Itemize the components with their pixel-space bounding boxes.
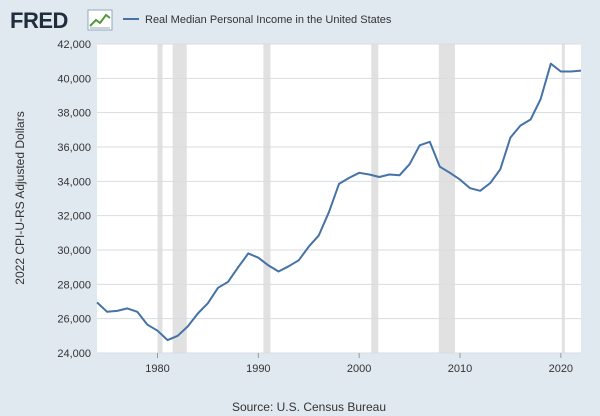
y-tick-label: 26,000 xyxy=(57,314,91,326)
recession-band xyxy=(157,44,163,353)
fred-logo[interactable]: FRED xyxy=(10,8,113,33)
y-tick-label: 32,000 xyxy=(57,211,91,223)
recession-band xyxy=(371,44,379,353)
x-tick-label: 1980 xyxy=(145,363,169,375)
series-layer xyxy=(96,62,582,342)
recession-band xyxy=(263,44,271,353)
y-tick-label: 40,000 xyxy=(57,73,91,85)
recession-band xyxy=(172,44,187,353)
recession-band xyxy=(438,44,455,353)
y-tick-label: 30,000 xyxy=(57,245,91,257)
legend: Real Median Personal Income in the Unite… xyxy=(123,14,392,26)
logo-text: FRED xyxy=(10,8,68,33)
y-tick-label: 28,000 xyxy=(57,279,91,291)
legend-label: Real Median Personal Income in the Unite… xyxy=(145,14,392,26)
plot-area xyxy=(97,44,581,353)
y-tick-label: 42,000 xyxy=(57,39,91,51)
recession-bands xyxy=(157,44,565,353)
recession-band xyxy=(561,44,565,353)
y-tick-label: 38,000 xyxy=(57,108,91,120)
y-tick-label: 24,000 xyxy=(57,348,91,360)
source-note: Source: U.S. Census Bureau xyxy=(232,400,386,414)
y-tick-label: 34,000 xyxy=(57,176,91,188)
x-tick-label: 2020 xyxy=(549,363,573,375)
x-tick-label: 1990 xyxy=(246,363,270,375)
series-line xyxy=(96,62,582,342)
y-axis-label: 2022 CPI-U-RS Adjusted Dollars xyxy=(13,111,27,284)
gridlines xyxy=(97,43,581,354)
x-axis-ticks: 1980 1990 2000 2010 2020 xyxy=(145,353,573,375)
line-chart-icon xyxy=(87,9,113,31)
y-axis-ticks: 24,000 26,000 28,000 30,000 32,000 34,000 36,0… xyxy=(57,39,91,360)
x-tick-label: 2010 xyxy=(448,363,472,375)
y-tick-label: 36,000 xyxy=(57,142,91,154)
x-tick-label: 2000 xyxy=(347,363,371,375)
